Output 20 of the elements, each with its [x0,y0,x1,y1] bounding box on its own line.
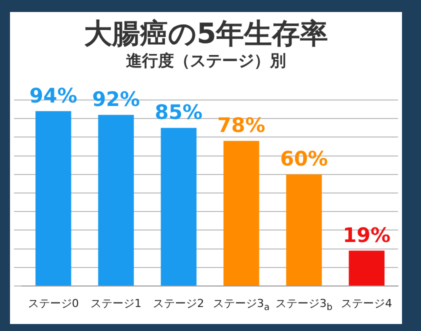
x-tick-label: ステージ0 [28,296,79,311]
chart-title: 大腸癌の5年生存率 [82,17,330,50]
x-tick-label: ステージ3$_{b}$ [276,296,332,314]
bar [98,114,134,286]
bar [348,250,385,286]
bar [286,174,322,286]
chart-subtitle: 進行度（ステージ）別 [125,50,287,72]
data-label: 60% [280,146,328,171]
x-tick-label: ステージ2 [153,296,204,311]
x-tick-label: ステージ3$_{a}$ [213,296,270,314]
bar [35,111,72,286]
data-label: 19% [342,222,391,247]
x-tick-label: ステージ1 [90,296,142,311]
bar [160,128,197,286]
data-label: 94% [29,83,78,108]
x-tick-label: ステージ4 [341,296,392,311]
data-label: 85% [154,100,203,124]
bar [223,140,260,286]
data-label: 92% [92,87,140,112]
data-label: 78% [217,113,266,138]
